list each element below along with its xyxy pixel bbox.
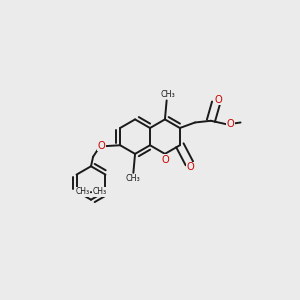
- Text: O: O: [214, 95, 222, 105]
- Text: O: O: [227, 118, 234, 129]
- Text: O: O: [161, 155, 169, 165]
- Text: CH₃: CH₃: [125, 174, 140, 183]
- Text: O: O: [187, 162, 195, 172]
- Text: CH₃: CH₃: [93, 188, 107, 196]
- Text: CH₃: CH₃: [75, 188, 89, 196]
- Text: CH₃: CH₃: [160, 90, 175, 99]
- Text: O: O: [98, 140, 106, 151]
